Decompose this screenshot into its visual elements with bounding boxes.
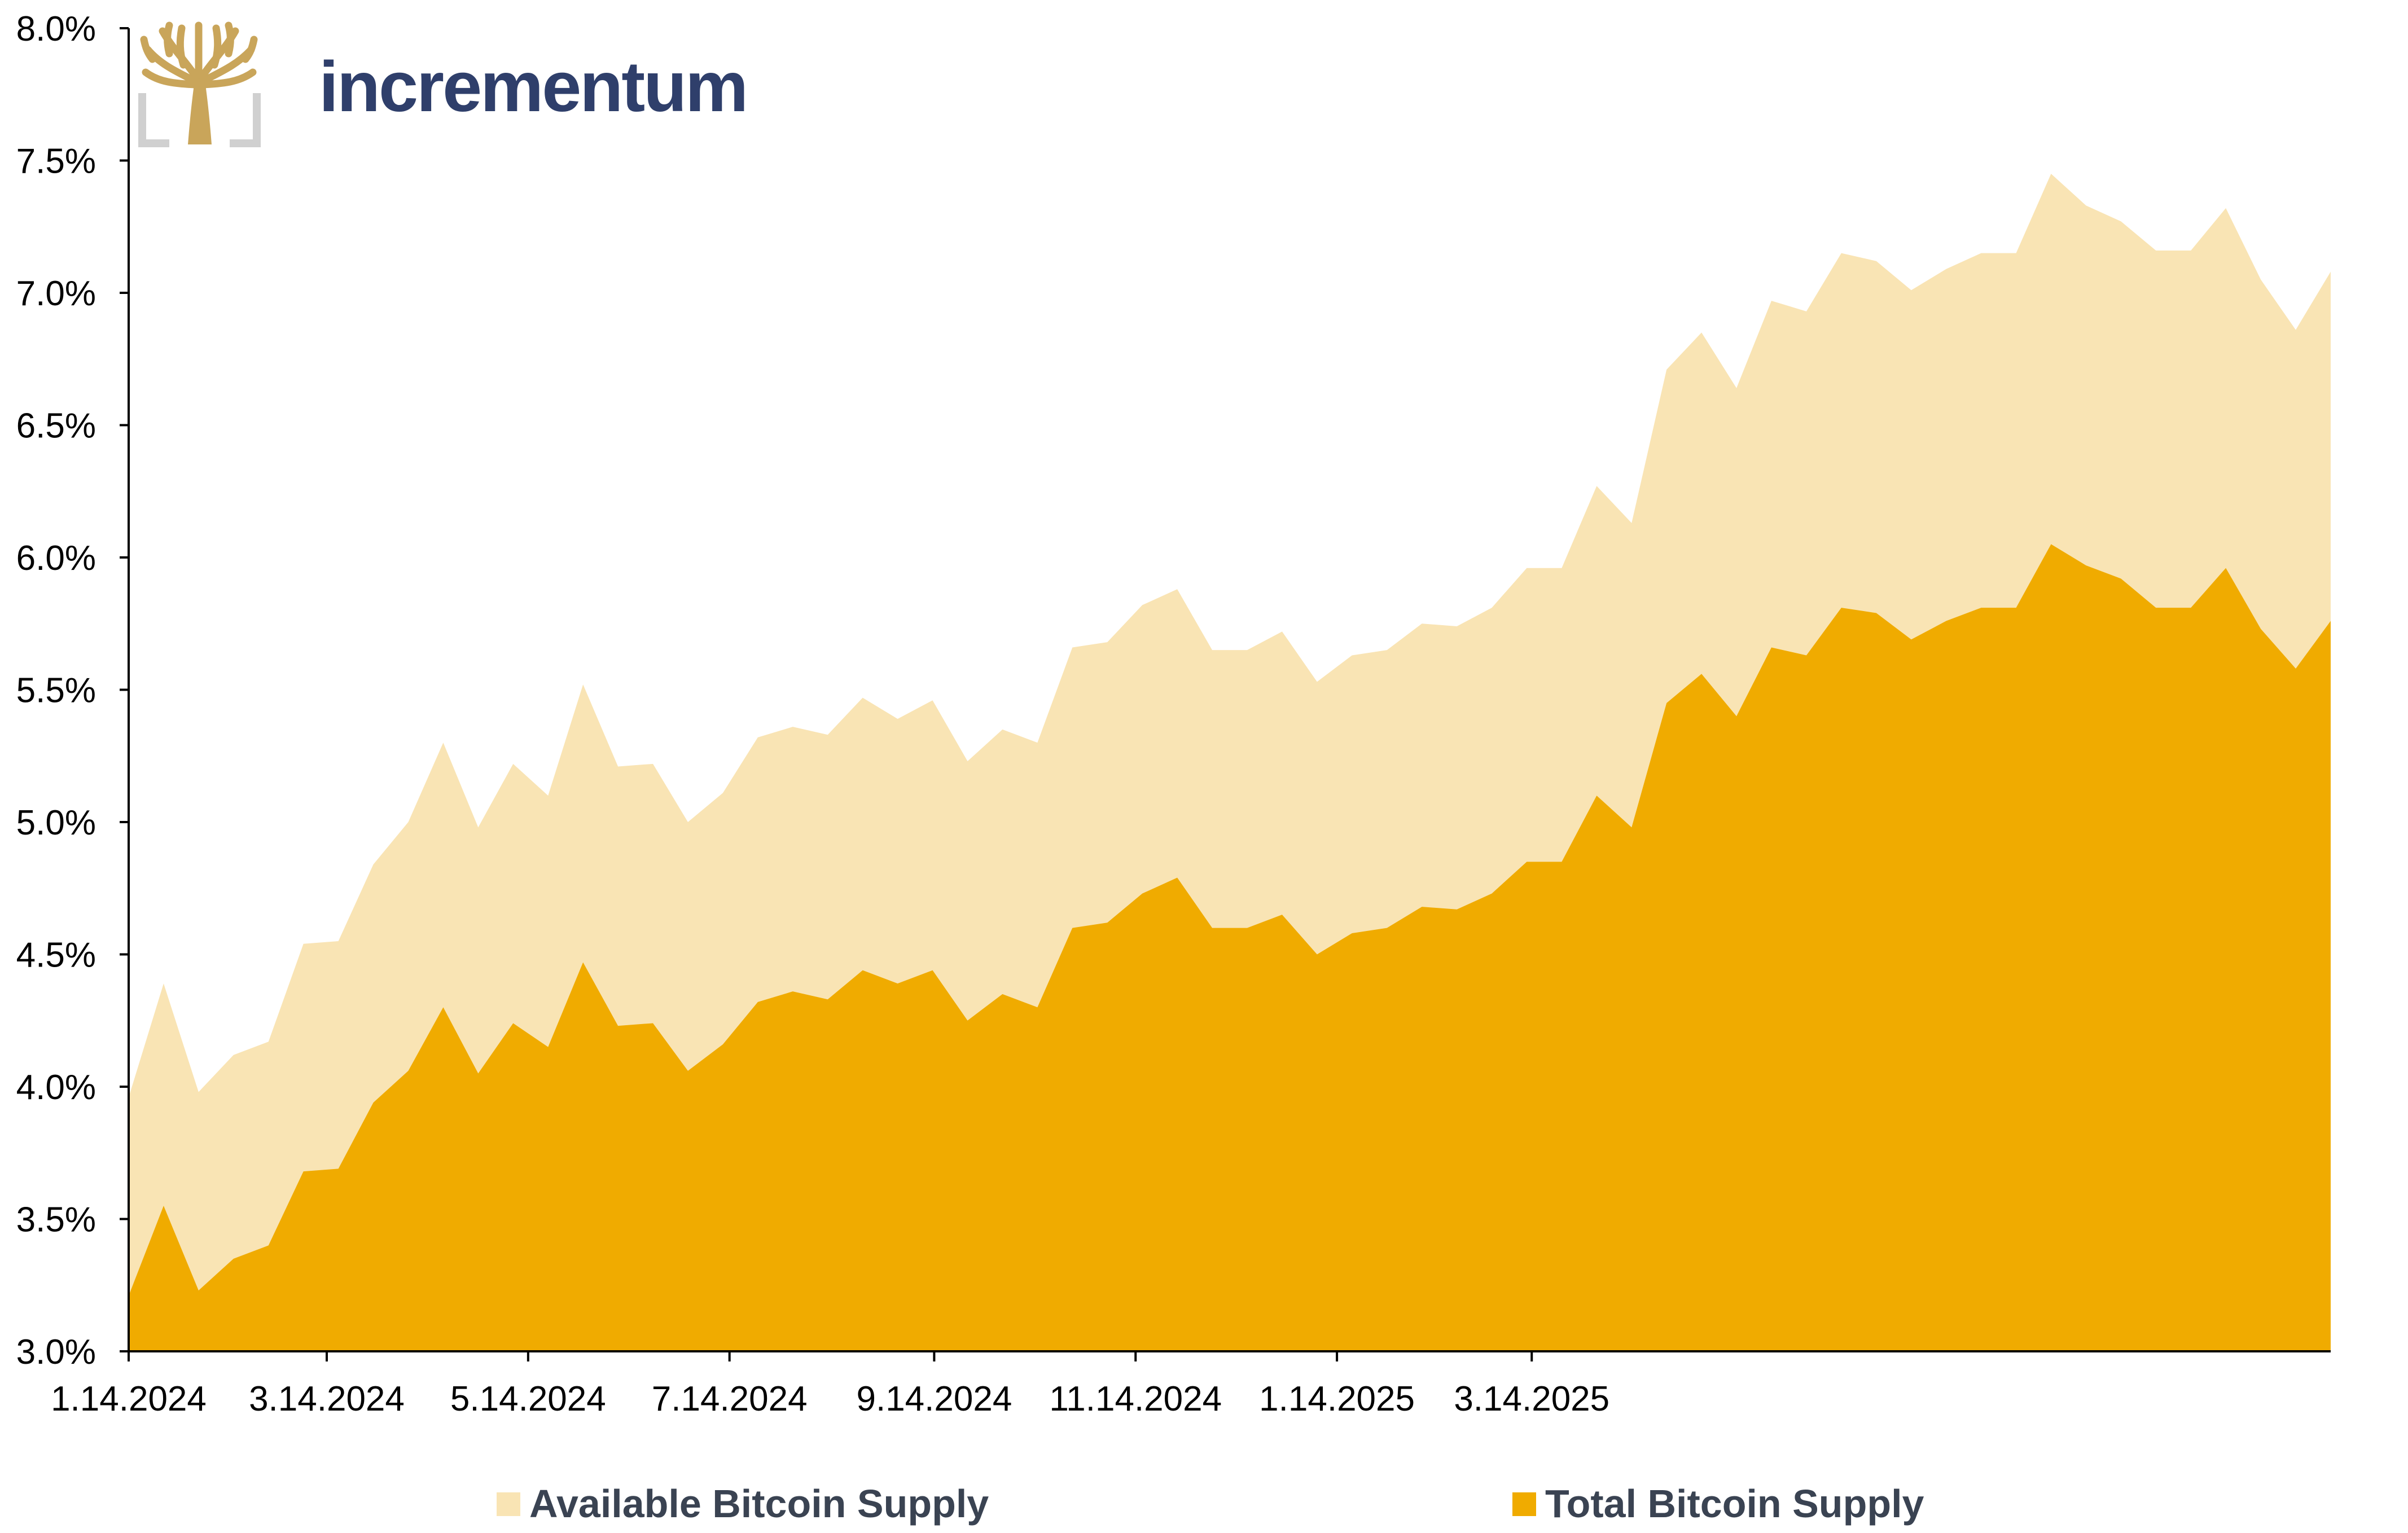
y-tick-label: 3.5% <box>16 1201 96 1240</box>
logo-frame <box>138 93 261 147</box>
y-tick-label: 8.0% <box>16 10 96 49</box>
y-tick-label: 5.5% <box>16 671 96 710</box>
y-tick-label: 6.0% <box>16 539 96 578</box>
x-tick-label: 1.14.2024 <box>51 1380 207 1418</box>
y-tick-label: 7.0% <box>16 274 96 313</box>
legend: Available Bitcoin Supply Total Bitcoin S… <box>497 1482 1924 1526</box>
y-axis-ticks: 3.0% 3.5% 4.0% 4.5% 5.0% 5.5% 6.0% 6.5% 7.0% 7.5%… <box>16 10 129 1372</box>
y-tick-label: 6.5% <box>16 407 96 446</box>
y-tick-label: 3.0% <box>16 1333 96 1372</box>
logo-branches <box>140 21 258 89</box>
x-tick-label: 3.14.2025 <box>1454 1380 1609 1418</box>
y-tick-label: 4.5% <box>16 936 96 975</box>
logo-trunk <box>188 76 212 144</box>
legend-item-total: Total Bitcoin Supply <box>1512 1482 1924 1526</box>
area-series-total-bitcoin-supply <box>129 544 2331 1351</box>
y-tick-label: 7.5% <box>16 142 96 181</box>
legend-label-total: Total Bitcoin Supply <box>1545 1482 1924 1526</box>
x-tick-label: 9.14.2024 <box>856 1380 1012 1418</box>
x-tick-label: 1.14.2025 <box>1259 1380 1415 1418</box>
brand-name: incrementum <box>319 47 747 126</box>
x-tick-label: 11.14.2024 <box>1049 1380 1222 1418</box>
legend-label-available: Available Bitcoin Supply <box>529 1482 989 1526</box>
y-tick-label: 4.0% <box>16 1068 96 1107</box>
x-tick-label: 5.14.2024 <box>450 1380 606 1418</box>
x-tick-label: 7.14.2024 <box>652 1380 808 1418</box>
legend-swatch-total <box>1512 1492 1536 1516</box>
y-tick-label: 5.0% <box>16 803 96 842</box>
legend-swatch-available <box>497 1492 520 1516</box>
tree-logo-icon <box>138 21 261 147</box>
x-axis-ticks: 1.14.2024 3.14.2024 5.14.2024 7.14.2024 9.14… <box>51 1351 1609 1418</box>
x-tick-label: 3.14.2024 <box>249 1380 405 1418</box>
plot-areas <box>129 173 2331 1352</box>
legend-item-available: Available Bitcoin Supply <box>497 1482 989 1526</box>
